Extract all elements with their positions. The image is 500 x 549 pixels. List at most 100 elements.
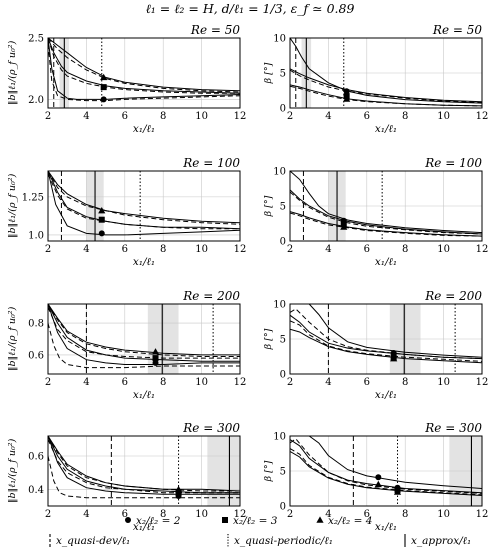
marker-triangle — [343, 95, 351, 102]
x-tick-label: 6 — [122, 244, 128, 255]
x-tick-label: 10 — [437, 244, 450, 255]
axes-frame — [47, 37, 241, 109]
y-tick-label: 5 — [280, 202, 286, 213]
legend-label: x_quasi-periodic/ℓ₁ — [234, 535, 333, 547]
marker-circle — [152, 359, 159, 366]
y-tick-label: 0 — [280, 370, 286, 381]
x-tick-label: 12 — [234, 377, 247, 388]
legend-item-triangle: x₂/ℓ₂ = 4 — [316, 515, 372, 527]
x-tick-label: 6 — [364, 377, 370, 388]
x-tick-label: 4 — [83, 509, 89, 520]
marker-circle — [100, 96, 107, 103]
y-tick-label: 1.0 — [28, 230, 44, 241]
x-tick-label: 2 — [45, 509, 51, 520]
series-4-line — [48, 322, 240, 369]
x-tick-label: 8 — [160, 111, 166, 122]
y-tick-label: 10 — [273, 34, 286, 45]
series-1-line — [48, 436, 240, 495]
x-tick-label: 10 — [195, 377, 208, 388]
panel-title: Re = 300 — [424, 421, 482, 435]
marker-square — [152, 355, 159, 362]
y-tick-label: 5 — [280, 335, 286, 346]
series-2-line — [290, 439, 482, 494]
x-tick-label: 10 — [437, 111, 450, 122]
legend-item-solid: x_approx/ℓ₁ — [404, 534, 471, 547]
series-1-line — [48, 171, 240, 236]
marker-square — [175, 489, 182, 496]
panel-4: 2 4 6 8 10 12 0 5 10 Re = 100 x₁/ℓ₁ β [°] — [263, 156, 488, 268]
x-axis-label: x₁/ℓ₁ — [375, 123, 397, 135]
series-1-line — [290, 436, 482, 489]
x-tick-label: 2 — [287, 509, 293, 520]
series-2-line — [48, 304, 240, 362]
series-5-line — [290, 448, 482, 496]
marker-circle — [343, 88, 350, 95]
x-tick-label: 12 — [476, 377, 489, 388]
axes-frame — [289, 303, 483, 375]
axes-frame — [289, 37, 483, 109]
x-tick-label: 8 — [402, 377, 408, 388]
x-tick-label: 6 — [122, 111, 128, 122]
x-axis-label: x₁/ℓ₁ — [375, 521, 397, 533]
y-tick-label: 1.25 — [22, 192, 44, 203]
series-5-line — [48, 307, 240, 359]
y-axis-label: β [°] — [263, 460, 274, 482]
series-4-line — [48, 455, 240, 499]
series-4-line — [290, 308, 482, 360]
x-axis-label: x₁/ℓ₁ — [133, 256, 155, 268]
y-tick-label: 2.0 — [28, 95, 44, 106]
marker-circle — [375, 474, 382, 481]
panel-5: 2 4 6 8 10 12 0.6 0.8 Re = 200 x₁/ℓ₁ ‖b‖ℓ₁/(ρ_f u₀… — [7, 289, 246, 401]
marker-circle — [98, 230, 105, 237]
series-3-line — [290, 211, 482, 237]
x-tick-label: 2 — [287, 244, 293, 255]
x-tick-label: 2 — [45, 244, 51, 255]
series-3-line — [48, 38, 240, 92]
x-tick-label: 4 — [325, 377, 331, 388]
axes-frame — [47, 170, 241, 242]
marker-square — [98, 216, 105, 223]
x-tick-label: 12 — [234, 111, 247, 122]
series-3-line — [290, 328, 482, 364]
y-axis-label: ‖b‖ℓ₁/(ρ_f u₀²) — [7, 306, 18, 371]
axes-frame — [289, 435, 483, 507]
series-6-line — [48, 436, 240, 492]
series-1-line — [290, 304, 482, 358]
x-tick-label: 12 — [234, 509, 247, 520]
x-tick-label: 6 — [364, 509, 370, 520]
x-tick-label: 2 — [287, 377, 293, 388]
y-tick-label: 0.4 — [28, 485, 44, 496]
series-2-line — [290, 314, 482, 360]
x-tick-label: 6 — [364, 111, 370, 122]
panel-3: 2 4 6 8 10 12 1.0 1.25 Re = 100 x₁/ℓ₁ ‖b‖ℓ₁/(ρ_f u… — [7, 156, 246, 268]
marker-triangle — [98, 206, 106, 214]
series-4-line — [290, 69, 482, 103]
x-tick-label: 8 — [160, 244, 166, 255]
x-tick-label: 4 — [83, 244, 89, 255]
axes-frame — [289, 170, 483, 242]
series-4-line — [48, 44, 240, 102]
panel-title: Re = 50 — [432, 23, 482, 37]
legend-item-dotted: x_quasi-periodic/ℓ₁ — [227, 534, 333, 547]
panel-title: Re = 300 — [182, 421, 240, 435]
series-5-line — [48, 38, 240, 94]
x-tick-label: 6 — [364, 244, 370, 255]
x-tick-label: 2 — [287, 111, 293, 122]
panel-8: 2 4 6 8 10 12 0 5 10 Re = 300 x₁/ℓ₁ β [°] — [263, 421, 488, 533]
series-4-line — [290, 438, 482, 494]
marker-square — [100, 84, 107, 91]
x-tick-label: 4 — [83, 111, 89, 122]
series-2-line — [48, 171, 240, 230]
series-3-line — [48, 304, 240, 356]
panel-7: 2 4 6 8 10 12 0.4 0.6 Re = 300 x₁/ℓ₁ ‖b‖ℓ₁/(ρ_f u₀… — [7, 421, 246, 533]
x-axis-label: x₁/ℓ₁ — [133, 123, 155, 135]
x-tick-label: 10 — [195, 111, 208, 122]
x-axis-label: x₁/ℓ₁ — [133, 521, 155, 533]
y-axis-label: ‖b‖ℓ₁/(ρ_f u₀²) — [7, 438, 18, 503]
series-3-line — [48, 436, 240, 492]
x-tick-label: 8 — [402, 111, 408, 122]
x-tick-label: 12 — [476, 509, 489, 520]
panel-title: Re = 100 — [182, 156, 240, 170]
x-tick-label: 8 — [402, 509, 408, 520]
series-6-line — [48, 304, 240, 357]
